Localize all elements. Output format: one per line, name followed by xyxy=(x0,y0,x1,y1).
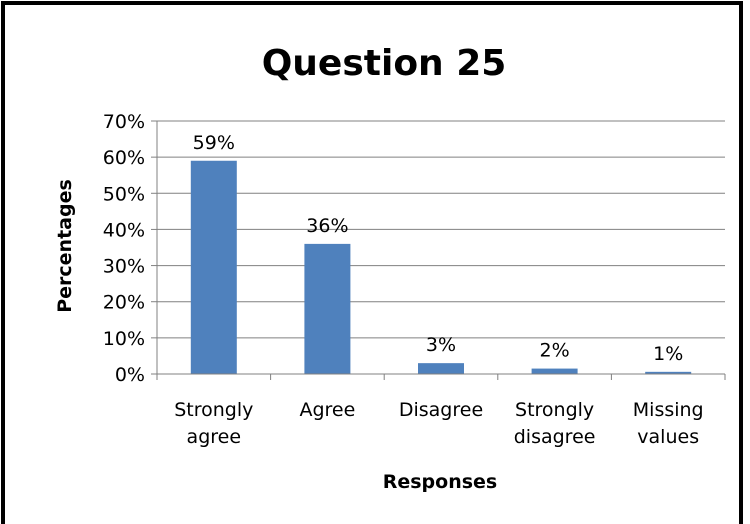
y-tick-label: 50% xyxy=(103,183,145,205)
y-tick-labels: 0% 10% 20% 30% 40% 50% 60% 70% xyxy=(103,111,145,386)
data-label: 2% xyxy=(540,340,570,362)
category-label: Agree xyxy=(299,399,355,421)
data-label: 3% xyxy=(426,334,456,356)
y-tick-label: 20% xyxy=(103,292,145,314)
bar xyxy=(190,160,237,374)
y-tick-label: 70% xyxy=(103,111,145,133)
data-labels: 59% 36% 3% 2% 1% xyxy=(193,132,684,365)
chart-title: Question 25 xyxy=(262,43,507,84)
data-label: 1% xyxy=(653,343,683,365)
bar xyxy=(531,368,578,374)
axes xyxy=(151,120,726,380)
data-label: 36% xyxy=(306,215,348,237)
data-label: 59% xyxy=(193,132,235,154)
category-labels: Strongly agree Agree Disagree Strongly disagr… xyxy=(174,399,703,448)
category-label: Strongly disagree xyxy=(514,399,596,448)
bar xyxy=(304,243,351,374)
category-label: Disagree xyxy=(399,399,483,421)
bar xyxy=(418,363,464,374)
x-axis-title: Responses xyxy=(383,471,498,493)
y-axis-title: Percentages xyxy=(54,179,76,313)
category-label: Missing values xyxy=(633,399,704,448)
y-tick-label: 40% xyxy=(103,219,145,241)
y-tick-label: 30% xyxy=(103,256,145,278)
y-tick-label: 60% xyxy=(103,147,145,169)
bars xyxy=(190,160,692,374)
y-tick-label: 10% xyxy=(103,328,145,350)
bar xyxy=(645,371,692,374)
y-tick-label: 0% xyxy=(115,364,145,386)
category-label: Strongly agree xyxy=(174,399,253,448)
gridlines xyxy=(157,120,725,339)
